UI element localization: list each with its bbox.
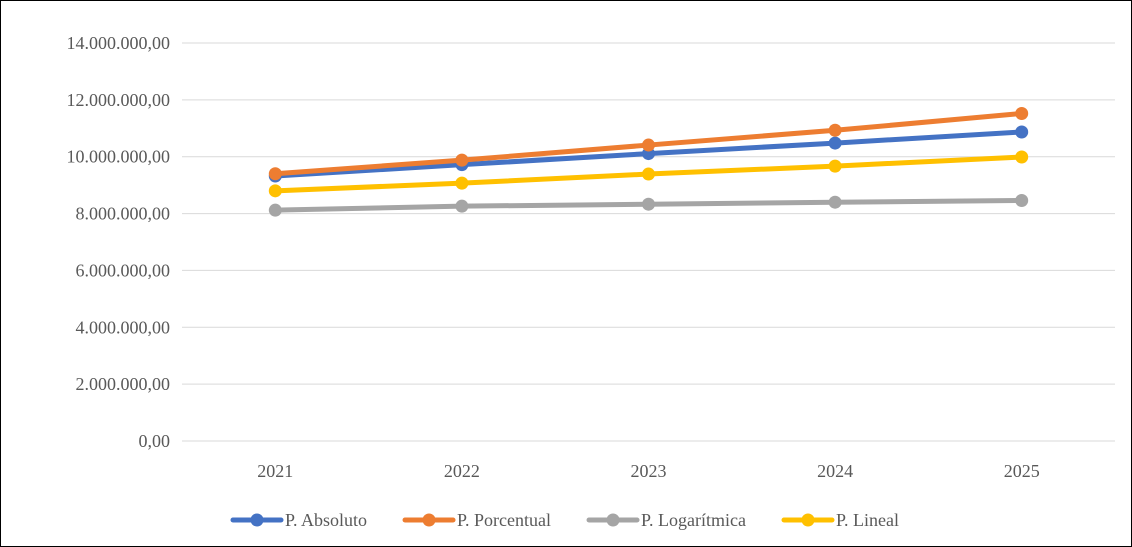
data-point: [642, 167, 655, 181]
gridlines: [182, 42, 1115, 442]
data-point: [268, 167, 282, 181]
data-point: [828, 195, 842, 209]
x-axis-tick-labels: 2021 2022 2023 2024 2025: [257, 461, 1039, 481]
x-tick-label: 2025: [1004, 461, 1040, 481]
data-point: [642, 197, 655, 211]
legend-item: P. Logarítmica: [586, 510, 746, 530]
legend-swatch-marker: [422, 513, 436, 527]
y-tick-label: 10.000.000,00: [67, 147, 171, 167]
data-point: [1015, 150, 1029, 164]
y-tick-label: 6.000.000,00: [76, 260, 171, 280]
y-tick-label: 2.000.000,00: [76, 374, 171, 394]
data-point: [455, 199, 469, 213]
legend-swatch-marker: [250, 513, 264, 527]
legend: P. Absoluto P. Porcentual P. Logarítmica P.…: [230, 510, 899, 530]
y-tick-label: 14.000.000,00: [67, 33, 171, 53]
legend-label: P. Absoluto: [285, 510, 367, 530]
x-tick-label: 2022: [444, 461, 480, 481]
data-point: [828, 123, 842, 137]
data-point: [828, 159, 842, 173]
x-tick-label: 2021: [257, 461, 293, 481]
series-3: [268, 150, 1029, 198]
series-2: [268, 193, 1029, 217]
legend-item: P. Absoluto: [230, 510, 367, 530]
data-point: [268, 203, 282, 217]
x-tick-label: 2023: [631, 461, 667, 481]
y-tick-label: 4.000.000,00: [76, 317, 171, 337]
data-point: [828, 136, 842, 150]
y-axis-tick-labels: 0,00 2.000.000,00 4.000.000,00 6.000.000,00…: [67, 33, 171, 451]
data-point: [1015, 107, 1029, 121]
data-point: [1015, 193, 1029, 207]
data-point: [268, 184, 282, 198]
series-1: [268, 107, 1029, 181]
series-group: [268, 107, 1029, 217]
legend-label: P. Porcentual: [457, 510, 551, 530]
data-point: [1015, 125, 1029, 139]
legend-swatch-marker: [606, 513, 620, 527]
data-point: [642, 138, 655, 152]
data-point: [455, 176, 469, 190]
y-tick-label: 12.000.000,00: [67, 90, 171, 110]
legend-label: P. Lineal: [836, 510, 899, 530]
legend-label: P. Logarítmica: [641, 510, 746, 530]
data-point: [455, 153, 469, 167]
y-tick-label: 0,00: [139, 431, 171, 451]
x-tick-label: 2024: [817, 461, 853, 481]
legend-swatch-marker: [801, 513, 815, 527]
legend-item: P. Lineal: [781, 510, 899, 530]
y-tick-label: 8.000.000,00: [76, 204, 171, 224]
legend-item: P. Porcentual: [402, 510, 551, 530]
